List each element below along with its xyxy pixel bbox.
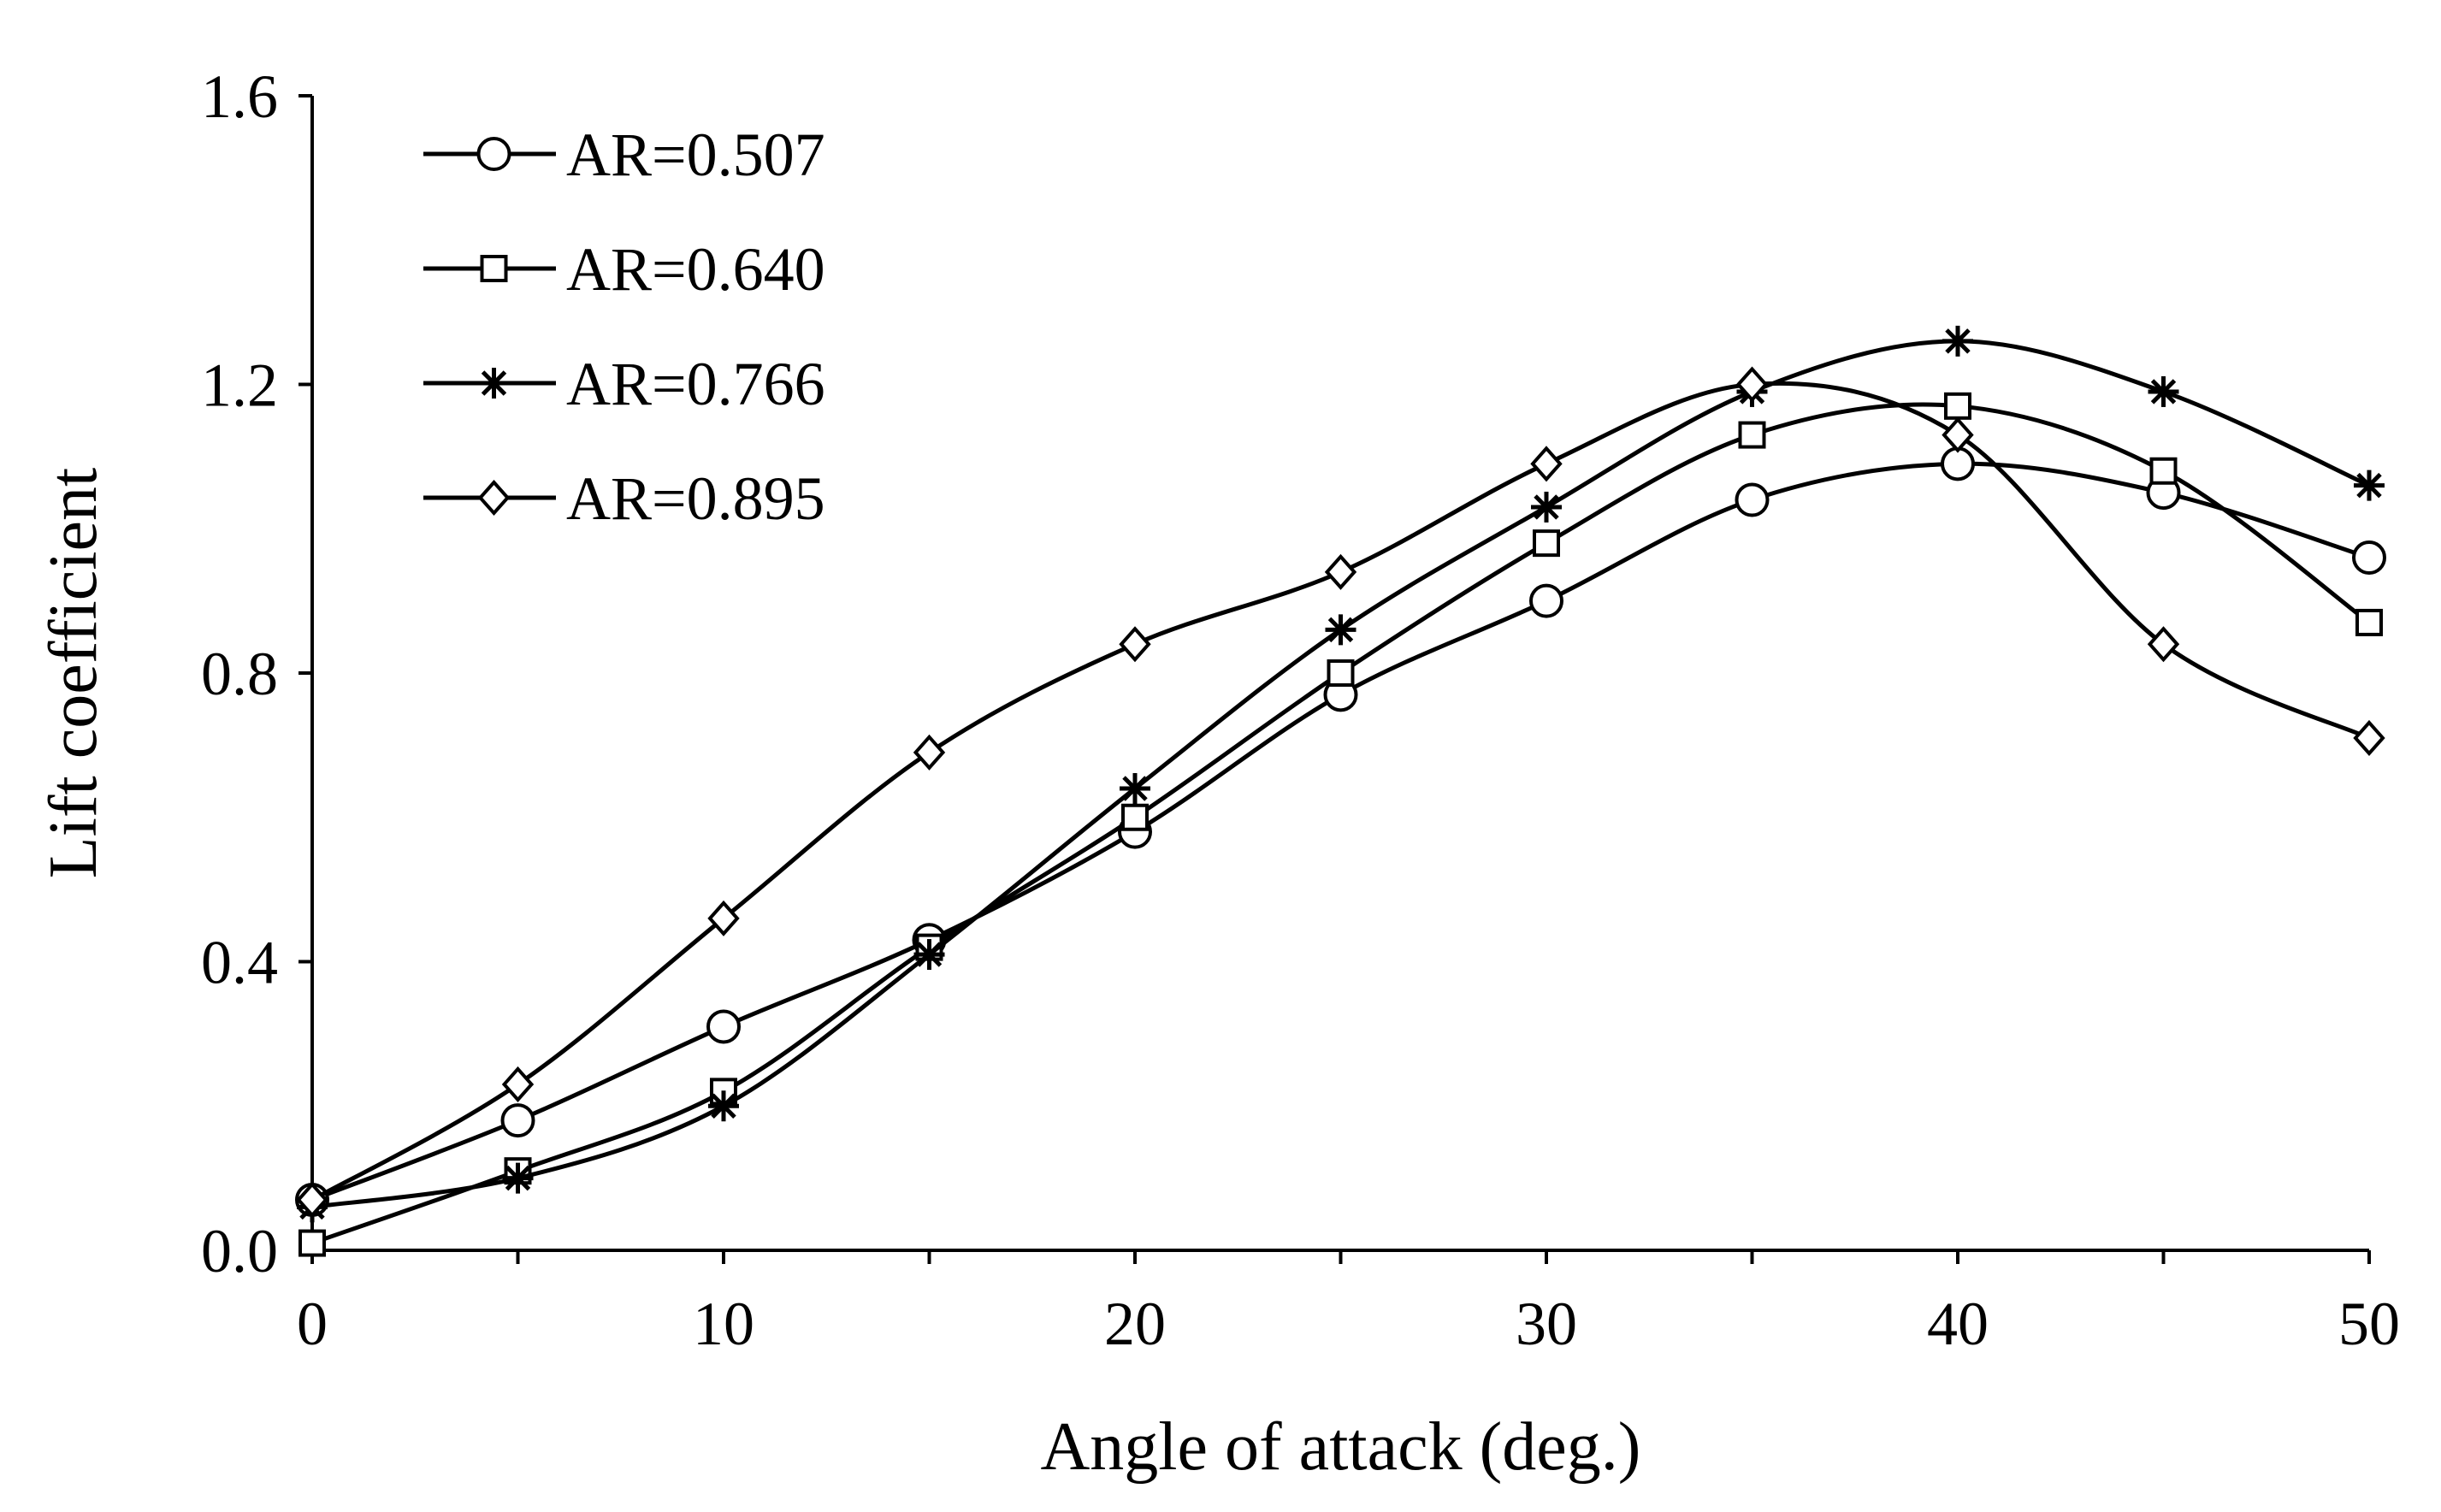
diamond-marker xyxy=(477,479,511,517)
series-1 xyxy=(295,446,2386,1217)
diamond-marker xyxy=(913,734,946,771)
legend-label: AR=0.507 xyxy=(566,121,825,189)
x-tick-label: 30 xyxy=(1516,1290,1577,1358)
circle-marker xyxy=(1941,446,1975,481)
square-marker xyxy=(1121,803,1149,831)
circle-marker xyxy=(476,137,511,171)
star-marker xyxy=(1531,491,1562,523)
y-tick-label: 1.6 xyxy=(201,62,278,131)
series-3 xyxy=(297,325,2385,1223)
legend-label: AR=0.895 xyxy=(566,464,825,533)
diamond-marker xyxy=(296,1181,328,1218)
star-marker xyxy=(2148,375,2179,407)
circle-marker xyxy=(1735,482,1770,517)
x-tick-label: 0 xyxy=(297,1290,328,1358)
star-marker xyxy=(1120,773,1150,804)
series-4 xyxy=(296,366,2385,1218)
circle-marker xyxy=(2352,540,2386,575)
legend-item: AR=0.507 xyxy=(423,121,825,189)
circle-marker xyxy=(1529,583,1563,618)
x-tick-label: 50 xyxy=(2338,1290,2400,1358)
y-tick-label: 0.0 xyxy=(201,1217,278,1285)
series-group xyxy=(295,325,2386,1257)
circle-marker xyxy=(706,1009,741,1044)
legend-item: AR=0.766 xyxy=(423,350,825,418)
legend: AR=0.507 AR=0.640 AR=0.766 AR=0.895 xyxy=(423,121,825,533)
series-line xyxy=(311,339,2371,1209)
y-tick-label: 1.2 xyxy=(201,351,278,420)
diamond-marker xyxy=(501,1066,535,1102)
diamond-marker xyxy=(2353,719,2385,756)
diamond-marker xyxy=(1942,416,1974,453)
legend-label: AR=0.766 xyxy=(566,350,825,418)
y-tick-label: 0.4 xyxy=(201,929,278,997)
diamond-marker xyxy=(1119,626,1151,663)
x-tick-label: 10 xyxy=(693,1290,754,1358)
square-marker xyxy=(1738,421,1766,449)
diamond-marker xyxy=(1735,366,1769,403)
square-marker xyxy=(2355,608,2383,636)
star-marker xyxy=(913,939,945,971)
circle-marker xyxy=(500,1103,535,1138)
x-tick-label: 20 xyxy=(1104,1290,1166,1358)
diamond-marker xyxy=(2147,626,2180,663)
legend-label: AR=0.640 xyxy=(566,235,825,304)
y-axis-title: Lift coefficient xyxy=(36,468,111,879)
square-marker xyxy=(1944,392,1971,420)
star-marker xyxy=(1325,614,1356,646)
square-marker xyxy=(2149,457,2178,485)
diamond-marker xyxy=(1530,446,1563,482)
square-marker xyxy=(1327,659,1355,687)
diamond-marker xyxy=(707,900,740,936)
star-marker xyxy=(708,1090,739,1122)
square-marker xyxy=(1533,529,1560,558)
legend-item: AR=0.895 xyxy=(423,464,825,533)
legend-item: AR=0.640 xyxy=(423,235,825,304)
star-marker xyxy=(478,368,510,399)
diamond-marker xyxy=(1324,553,1357,590)
x-tick-label: 40 xyxy=(1927,1290,1989,1358)
star-marker xyxy=(2354,470,2385,501)
square-marker xyxy=(298,1229,326,1257)
x-axis-title: Angle of attack (deg.) xyxy=(1041,1409,1641,1485)
square-marker xyxy=(480,255,508,282)
star-marker xyxy=(502,1162,534,1194)
ticks: 0.0 0.4 0.8 1.2 1.6 0 10 20 30 40 50 xyxy=(201,62,2400,1358)
y-tick-label: 0.8 xyxy=(201,640,278,708)
star-marker xyxy=(1942,325,1973,357)
